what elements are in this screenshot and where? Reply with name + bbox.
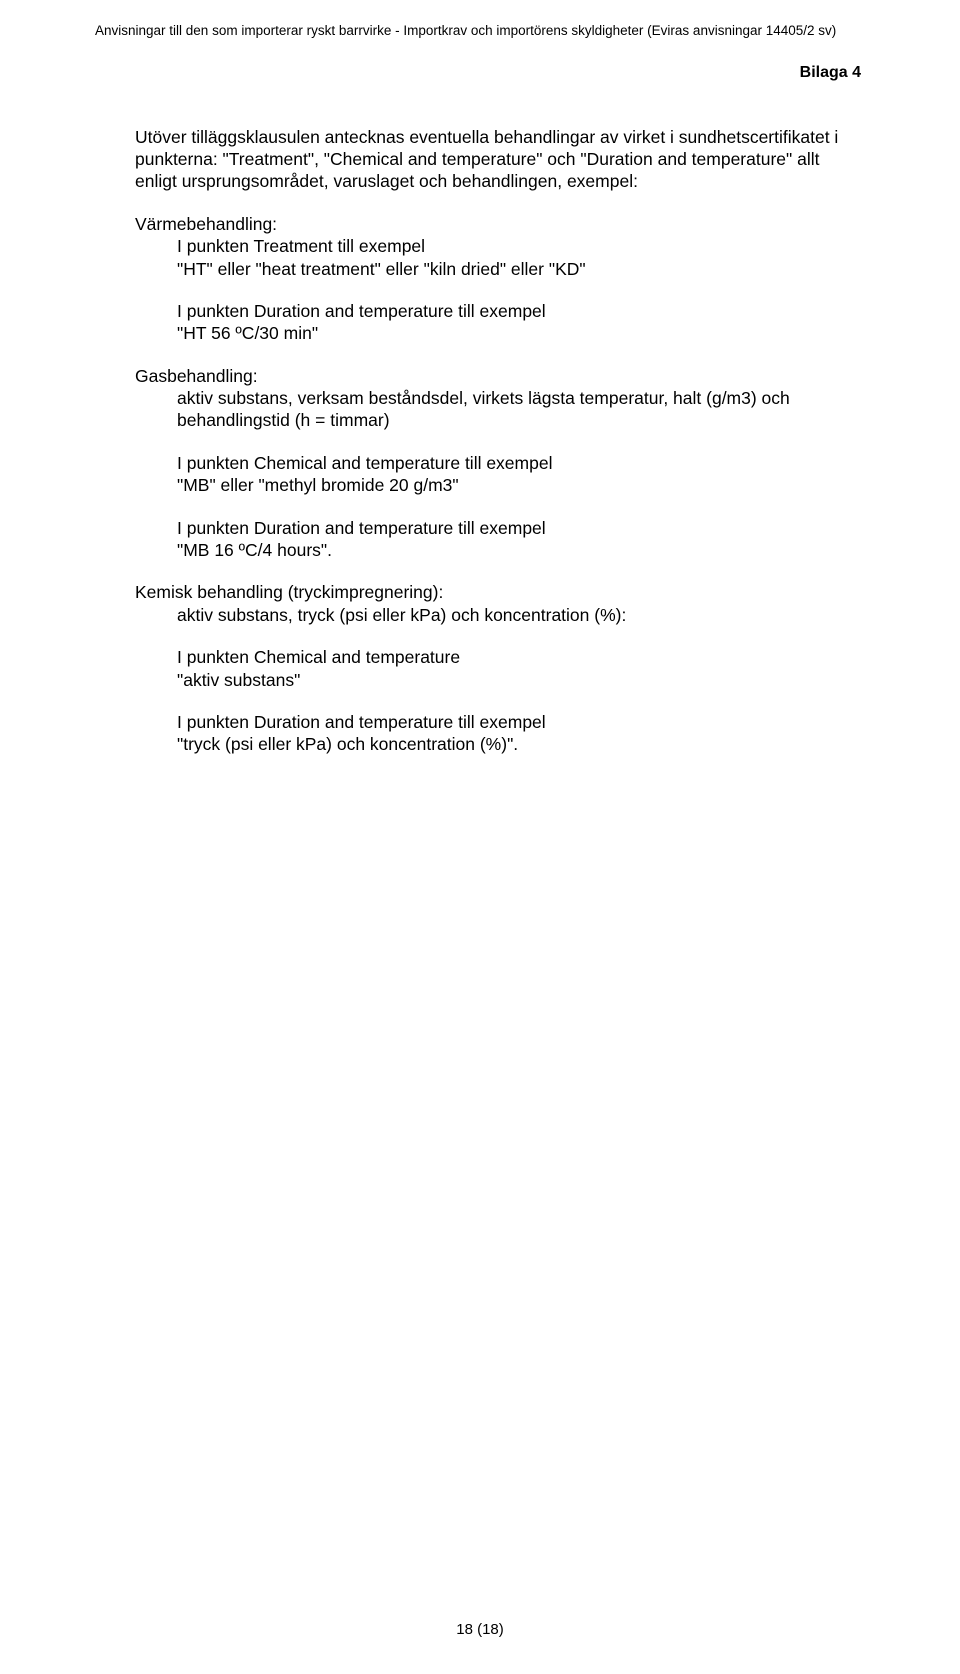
kem-block-1: aktiv substans, tryck (psi eller kPa) oc…: [135, 604, 845, 626]
text-line: "aktiv substans": [177, 669, 845, 691]
text-line: "HT 56 ºC/30 min": [177, 322, 845, 344]
text-line: aktiv substans, verksam beståndsdel, vir…: [177, 387, 845, 432]
attachment-label: Bilaga 4: [95, 64, 865, 82]
varme-block-1: I punkten Treatment till exempel "HT" el…: [135, 235, 845, 280]
kem-block-3: I punkten Duration and temperature till …: [135, 711, 845, 756]
text-line: "tryck (psi eller kPa) och koncentration…: [177, 733, 845, 755]
body-content: Utöver tilläggsklausulen antecknas event…: [95, 126, 865, 756]
text-line: aktiv substans, tryck (psi eller kPa) oc…: [177, 604, 845, 626]
text-line: "MB 16 ºC/4 hours".: [177, 539, 845, 561]
text-line: I punkten Treatment till exempel: [177, 235, 845, 257]
gas-heading: Gasbehandling:: [135, 365, 845, 387]
kem-block-2: I punkten Chemical and temperature "akti…: [135, 646, 845, 691]
page-number: 18 (18): [0, 1621, 960, 1638]
text-line: I punkten Duration and temperature till …: [177, 711, 845, 733]
document-page: Anvisningar till den som importerar rysk…: [0, 0, 960, 756]
text-line: "HT" eller "heat treatment" eller "kiln …: [177, 258, 845, 280]
gas-block-2: I punkten Chemical and temperature till …: [135, 452, 845, 497]
text-line: I punkten Chemical and temperature: [177, 646, 845, 668]
intro-paragraph: Utöver tilläggsklausulen antecknas event…: [135, 126, 845, 193]
kem-heading: Kemisk behandling (tryckimpregnering):: [135, 581, 845, 603]
varme-heading: Värmebehandling:: [135, 213, 845, 235]
gas-block-1: aktiv substans, verksam beståndsdel, vir…: [135, 387, 845, 432]
running-header: Anvisningar till den som importerar rysk…: [95, 22, 865, 40]
text-line: I punkten Duration and temperature till …: [177, 517, 845, 539]
text-line: I punkten Chemical and temperature till …: [177, 452, 845, 474]
gas-block-3: I punkten Duration and temperature till …: [135, 517, 845, 562]
text-line: I punkten Duration and temperature till …: [177, 300, 845, 322]
varme-block-2: I punkten Duration and temperature till …: [135, 300, 845, 345]
text-line: "MB" eller "methyl bromide 20 g/m3": [177, 474, 845, 496]
